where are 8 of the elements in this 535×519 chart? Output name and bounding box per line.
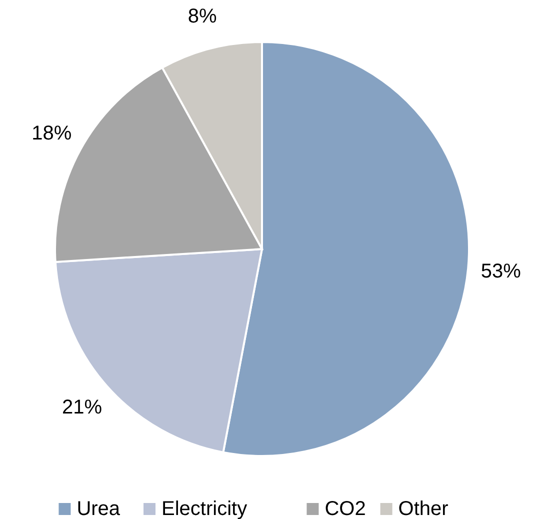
data-label: 21%: [62, 396, 102, 419]
legend-label: Other: [398, 498, 449, 519]
data-label: 18%: [32, 122, 72, 144]
data-label: 53%: [480, 260, 522, 283]
legend-label: Electricity: [162, 498, 248, 519]
data-label: 8%: [188, 6, 217, 28]
legend-label: CO2: [324, 498, 366, 519]
legend-label: Urea: [76, 498, 121, 519]
